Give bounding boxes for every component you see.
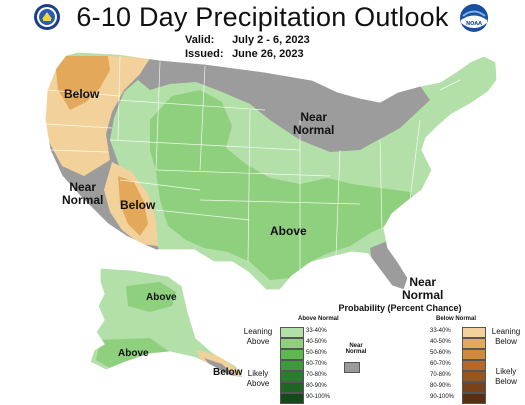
legend-above-range-3: 60-70% (306, 361, 327, 367)
below-40-50-northwest-region (56, 56, 110, 110)
label-near-normal-north-line1: Near (300, 110, 328, 124)
label-below-northwest: Below (64, 87, 100, 101)
legend-below-swatch-6 (462, 393, 486, 404)
map-title: 6-10 Day Precipitation Outlook (76, 2, 449, 32)
svg-text:NOAA: NOAA (466, 21, 482, 27)
label-near-normal-florida-line2: Normal (402, 288, 444, 302)
legend-below-range-1: 40-50% (430, 339, 451, 345)
legend-below-swatch-5 (462, 382, 486, 393)
above-40-50-central-region (150, 90, 420, 280)
issued-label: Issued: (185, 48, 224, 60)
legend-leaning-below-line1: Leaning (491, 327, 521, 336)
legend-below-swatch-3 (462, 360, 486, 371)
legend-leaning-above: Leaning Above (240, 327, 276, 347)
legend-below-range-0: 33-40% (430, 328, 451, 334)
legend-below-swatch-4 (462, 371, 486, 382)
below-40-50-southwest-region (118, 176, 148, 236)
legend-above-swatch-6 (280, 393, 304, 404)
legend-likely-below: Likely Below (488, 367, 524, 387)
legend-above-swatch-1 (280, 338, 304, 349)
legend-leaning-below-line2: Below (495, 337, 517, 346)
legend-below-range-3: 60-70% (430, 361, 451, 367)
label-near-normal-florida-line1: Near (409, 275, 437, 289)
legend-likely-above-line2: Above (246, 379, 270, 388)
legend-below-range-6: 90-100% (430, 394, 455, 400)
legend-near-normal-line2: Normal (345, 349, 367, 355)
legend: Probability (Percent Chance) Above Norma… (240, 303, 525, 405)
legend-above-swatch-5 (280, 382, 304, 393)
label-near-normal-north: Near Normal (293, 111, 334, 137)
legend-above-swatch-0 (280, 327, 304, 338)
legend-above-range-0: 33-40% (306, 328, 327, 334)
legend-near-normal-label: Near Normal (336, 343, 376, 355)
legend-below-range-2: 50-60% (430, 350, 451, 356)
legend-above-range-4: 70-80% (306, 372, 327, 378)
label-above-alaska-south: Above (118, 348, 149, 359)
legend-above-range-2: 50-60% (306, 350, 327, 356)
label-near-normal-north-line2: Normal (293, 123, 335, 137)
legend-above-swatch-3 (280, 360, 304, 371)
legend-above-swatch-2 (280, 349, 304, 360)
legend-near-normal-swatch (344, 362, 360, 373)
alaska-above-40-50-south-region (96, 338, 170, 368)
state-borders (45, 55, 461, 270)
valid-label: Valid: (185, 34, 215, 46)
legend-above-header: Above Normal (298, 316, 339, 322)
legend-below-range-5: 80-90% (430, 383, 451, 389)
legend-above-range-1: 40-50% (306, 339, 327, 345)
near-normal-north-region (138, 58, 430, 152)
valid-date: Valid: July 2 - 6, 2023 Issued: June 26,… (185, 33, 310, 61)
alaska-below-33-40-region (196, 350, 244, 376)
legend-likely-below-line2: Below (495, 377, 517, 386)
legend-below-swatch-1 (462, 338, 486, 349)
label-above-central: Above (270, 224, 307, 238)
label-below-southwest: Below (120, 198, 156, 212)
legend-near-normal-line1: Near (349, 343, 363, 349)
label-near-normal-west-line1: Near (69, 180, 97, 194)
legend-leaning-above-line1: Leaning (243, 327, 273, 336)
legend-title: Probability (Percent Chance) (338, 303, 462, 313)
legend-above-swatch-4 (280, 371, 304, 382)
alaska-outline (89, 267, 246, 379)
legend-below-header: Below Normal (436, 316, 477, 322)
noaa-logo: NOAA (459, 3, 489, 38)
conus-outline (44, 51, 498, 291)
legend-below-range-4: 70-80% (430, 372, 451, 378)
legend-likely-above-line1: Likely (247, 369, 269, 378)
alaska-above-40-50-region (126, 282, 176, 312)
legend-above-range-6: 90-100% (306, 394, 331, 400)
label-near-normal-florida: Near Normal (402, 276, 443, 302)
legend-leaning-above-line2: Above (246, 337, 270, 346)
label-near-normal-west: Near Normal (62, 181, 103, 207)
legend-below-swatch-2 (462, 349, 486, 360)
label-below-alaska: Below (213, 367, 243, 378)
legend-above-range-5: 80-90% (306, 383, 327, 389)
legend-likely-below-line1: Likely (495, 367, 517, 376)
legend-below-swatch-0 (462, 327, 486, 338)
label-near-normal-west-line2: Normal (62, 193, 104, 207)
issued-value: June 26, 2023 (232, 48, 304, 60)
alaska-near-normal-region (204, 358, 236, 376)
valid-value: July 2 - 6, 2023 (232, 34, 310, 46)
legend-leaning-below: Leaning Below (488, 327, 524, 347)
legend-likely-above: Likely Above (240, 369, 276, 389)
department-of-commerce-seal (33, 3, 61, 36)
label-above-alaska-north: Above (146, 292, 177, 303)
